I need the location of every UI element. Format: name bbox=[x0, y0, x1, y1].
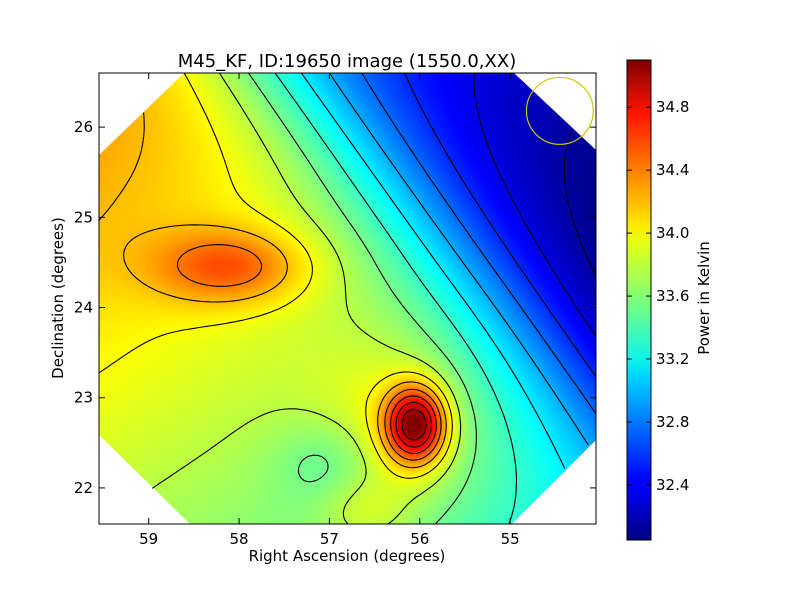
y-axis-label: Declination (degrees) bbox=[49, 217, 67, 379]
contour-line-8 bbox=[151, 73, 462, 524]
colorbar-label: Power in Kelvin bbox=[695, 241, 713, 355]
colorbar-ticks: 32.4 32.8 33.2 33.6 34.0 34.4 34.8 bbox=[627, 98, 689, 494]
x-tick-label: 58 bbox=[230, 530, 249, 548]
contour-layer bbox=[99, 73, 596, 524]
colorbar-tick-label: 32.4 bbox=[656, 476, 689, 494]
contour-line-7 bbox=[248, 73, 477, 524]
colorbar-tick-label: 34.0 bbox=[656, 224, 689, 242]
x-tick-label: 55 bbox=[501, 530, 520, 548]
contour-line-12 bbox=[390, 395, 437, 455]
y-tick-label: 22 bbox=[74, 479, 93, 497]
y-tick-label: 23 bbox=[74, 389, 93, 407]
y-tick-label: 24 bbox=[74, 299, 93, 317]
colorbar-tick-label: 32.8 bbox=[656, 413, 689, 431]
contour-line-14 bbox=[401, 408, 427, 441]
colorbar-tick-label: 33.6 bbox=[656, 287, 689, 305]
plot-area: 59 58 57 56 55 22 23 24 25 26 bbox=[74, 72, 597, 548]
x-axis-ticks: 59 58 57 56 55 bbox=[139, 73, 520, 548]
x-tick-label: 57 bbox=[320, 530, 339, 548]
y-tick-label: 26 bbox=[74, 118, 93, 136]
contour-line-1 bbox=[473, 73, 596, 338]
contour-line-10 bbox=[99, 112, 447, 469]
contour-line-13 bbox=[395, 401, 433, 448]
colorbar-frame bbox=[626, 59, 652, 541]
y-tick-label: 25 bbox=[74, 208, 93, 226]
chart-title: M45_KF, ID:19650 image (1550.0,XX) bbox=[178, 51, 516, 72]
colorbar-tick-label: 33.2 bbox=[656, 350, 689, 368]
x-tick-label: 56 bbox=[410, 530, 429, 548]
x-axis-label: Right Ascension (degrees) bbox=[249, 547, 446, 565]
y-axis-ticks: 22 23 24 25 26 bbox=[74, 118, 596, 497]
colorbar-tick-label: 34.8 bbox=[656, 98, 689, 116]
contour-line-6 bbox=[274, 73, 518, 524]
plot-frame bbox=[98, 72, 597, 525]
heatmap-layer bbox=[99, 73, 596, 524]
beam-circle bbox=[525, 76, 594, 145]
contour-line-0 bbox=[563, 129, 596, 277]
colorbar: 32.4 32.8 33.2 33.6 34.0 34.4 34.8 Power in Ke… bbox=[626, 59, 713, 541]
colorbar-tick-label: 34.4 bbox=[656, 161, 689, 179]
heatmap-image bbox=[99, 73, 596, 524]
x-tick-label: 59 bbox=[139, 530, 158, 548]
contour-line-11 bbox=[176, 244, 442, 461]
colorbar-gradient bbox=[627, 60, 651, 540]
contour-line-9 bbox=[99, 73, 453, 479]
contour-line-3 bbox=[361, 73, 596, 414]
